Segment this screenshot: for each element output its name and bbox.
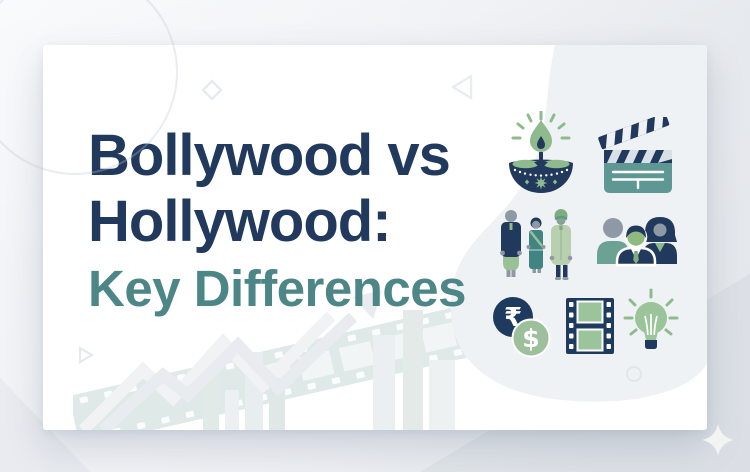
diya-lamp-icon (509, 111, 573, 193)
clapperboard-icon (598, 117, 672, 193)
subtitle: Key Differences (88, 260, 467, 317)
cover-card: Bollywood vs Hollywood: Key Differences (43, 45, 707, 430)
rupee-dollar-coins: ₹ $ (493, 297, 551, 358)
diamond-outline-icon (201, 79, 223, 101)
film-crew-icon (597, 217, 677, 267)
dollar-symbol: $ (522, 324, 539, 353)
triangle-outline-icon (78, 346, 95, 364)
circle-outline-icon (626, 366, 642, 382)
triangle-outline-icon (450, 73, 473, 101)
indian-family-icon (500, 209, 573, 280)
title-line-1: Bollywood vs (88, 123, 451, 188)
page-title: Bollywood vs Hollywood: Key Differences (88, 123, 467, 319)
film-strip-icon (566, 298, 614, 354)
lightbulb-icon (623, 288, 679, 349)
title-line-2: Hollywood: (88, 189, 392, 254)
dollar-coin-icon: $ (511, 318, 551, 358)
